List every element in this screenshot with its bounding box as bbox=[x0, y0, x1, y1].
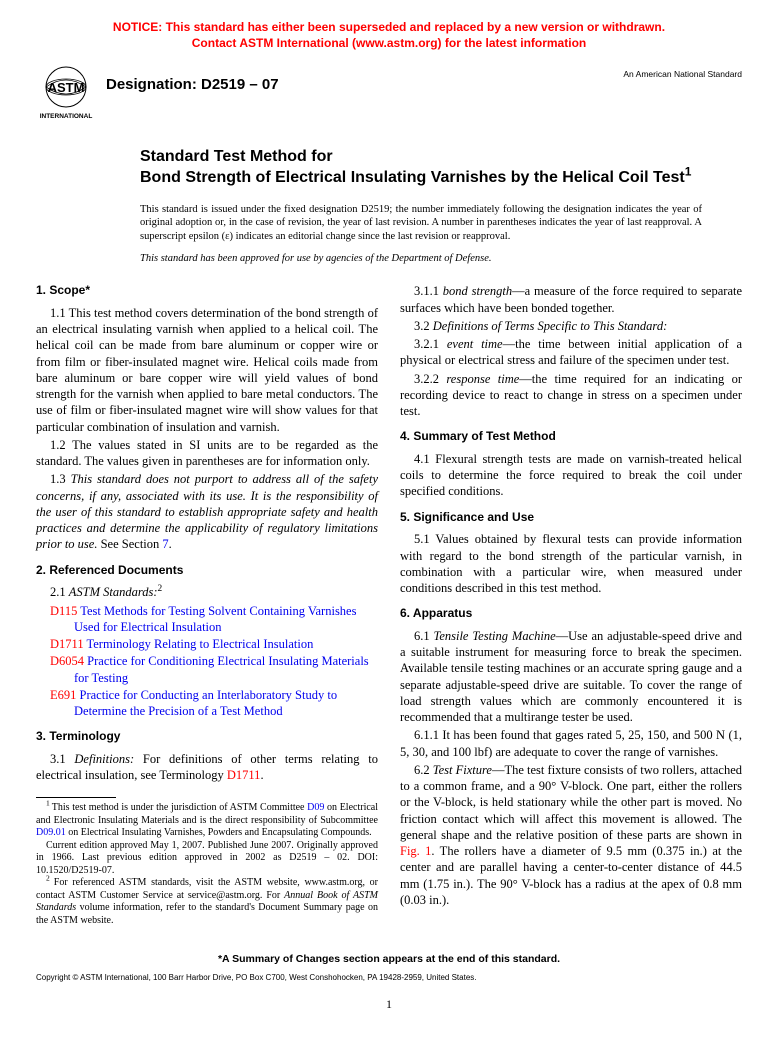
footnote-block: 1 This test method is under the jurisdic… bbox=[36, 797, 378, 927]
para-6-1: 6.1 Tensile Testing Machine—Use an adjus… bbox=[400, 628, 742, 726]
fig-1-link[interactable]: Fig. 1 bbox=[400, 844, 431, 858]
header-row: ASTM INTERNATIONAL Designation: D2519 – … bbox=[36, 65, 742, 121]
title-main: Bond Strength of Electrical Insulating V… bbox=[140, 168, 702, 189]
footnote-2: 2 For referenced ASTM standards, visit t… bbox=[36, 877, 378, 927]
significance-heading: 5. Significance and Use bbox=[400, 510, 742, 526]
para-6-2: 6.2 Test Fixture—The test fixture consis… bbox=[400, 762, 742, 908]
d0901-link[interactable]: D09.01 bbox=[36, 827, 66, 838]
title-block: Standard Test Method for Bond Strength o… bbox=[140, 147, 702, 189]
title-pre: Standard Test Method for bbox=[140, 147, 702, 168]
notice-line1: NOTICE: This standard has either been su… bbox=[113, 20, 665, 34]
copyright-notice: Copyright © ASTM International, 100 Barr… bbox=[36, 973, 742, 983]
d09-link[interactable]: D09 bbox=[307, 802, 324, 813]
para-3-1-1: 3.1.1 bond strength—a measure of the for… bbox=[400, 283, 742, 316]
para-5-1: 5.1 Values obtained by flexural tests ca… bbox=[400, 531, 742, 596]
refdocs-heading: 2. Referenced Documents bbox=[36, 563, 378, 579]
para-4-1: 4.1 Flexural strength tests are made on … bbox=[400, 451, 742, 500]
d1711-link[interactable]: D1711 bbox=[227, 768, 261, 782]
ref-d6054[interactable]: D6054 Practice for Conditioning Electric… bbox=[50, 653, 378, 686]
para-1-2: 1.2 The values stated in SI units are to… bbox=[36, 437, 378, 470]
ref-e691[interactable]: E691 Practice for Conducting an Interlab… bbox=[50, 687, 378, 720]
scope-heading: 1. Scope* bbox=[36, 283, 378, 299]
ref-d1711[interactable]: D1711 Terminology Relating to Electrical… bbox=[50, 636, 378, 652]
designation-label: Designation: D2519 – 07 bbox=[106, 65, 623, 95]
body-columns: 1. Scope* 1.1 This test method covers de… bbox=[36, 283, 742, 927]
approval-note: This standard has been approved for use … bbox=[140, 252, 702, 266]
para-1-3: 1.3 This standard does not purport to ad… bbox=[36, 471, 378, 552]
summary-heading: 4. Summary of Test Method bbox=[400, 429, 742, 445]
para-3-2: 3.2 Definitions of Terms Specific to Thi… bbox=[400, 318, 742, 334]
footnote-1b: Current edition approved May 1, 2007. Pu… bbox=[36, 840, 378, 878]
notice-line2: Contact ASTM International (www.astm.org… bbox=[192, 36, 586, 50]
para-3-1: 3.1 Definitions: For definitions of othe… bbox=[36, 751, 378, 784]
issuance-note: This standard is issued under the fixed … bbox=[140, 203, 702, 244]
page-number: 1 bbox=[36, 997, 742, 1013]
astm-logo: ASTM INTERNATIONAL bbox=[36, 65, 96, 121]
footnote-1: 1 This test method is under the jurisdic… bbox=[36, 802, 378, 840]
para-6-1-1: 6.1.1 It has been found that gages rated… bbox=[400, 727, 742, 760]
ansi-label: An American National Standard bbox=[623, 65, 742, 80]
svg-text:ASTM: ASTM bbox=[48, 80, 85, 95]
para-3-2-1: 3.2.1 event time—the time between initia… bbox=[400, 336, 742, 369]
apparatus-heading: 6. Apparatus bbox=[400, 606, 742, 622]
ref-d115[interactable]: D115 Test Methods for Testing Solvent Co… bbox=[50, 603, 378, 636]
document-page: NOTICE: This standard has either been su… bbox=[0, 0, 778, 1033]
terminology-heading: 3. Terminology bbox=[36, 729, 378, 745]
para-3-2-2: 3.2.2 response time—the time required fo… bbox=[400, 371, 742, 420]
para-2-1: 2.1 ASTM Standards:2 bbox=[36, 584, 378, 600]
svg-text:INTERNATIONAL: INTERNATIONAL bbox=[40, 113, 93, 120]
notice-banner: NOTICE: This standard has either been su… bbox=[36, 20, 742, 51]
summary-of-changes-note: *A Summary of Changes section appears at… bbox=[36, 953, 742, 967]
para-1-1: 1.1 This test method covers determinatio… bbox=[36, 305, 378, 435]
